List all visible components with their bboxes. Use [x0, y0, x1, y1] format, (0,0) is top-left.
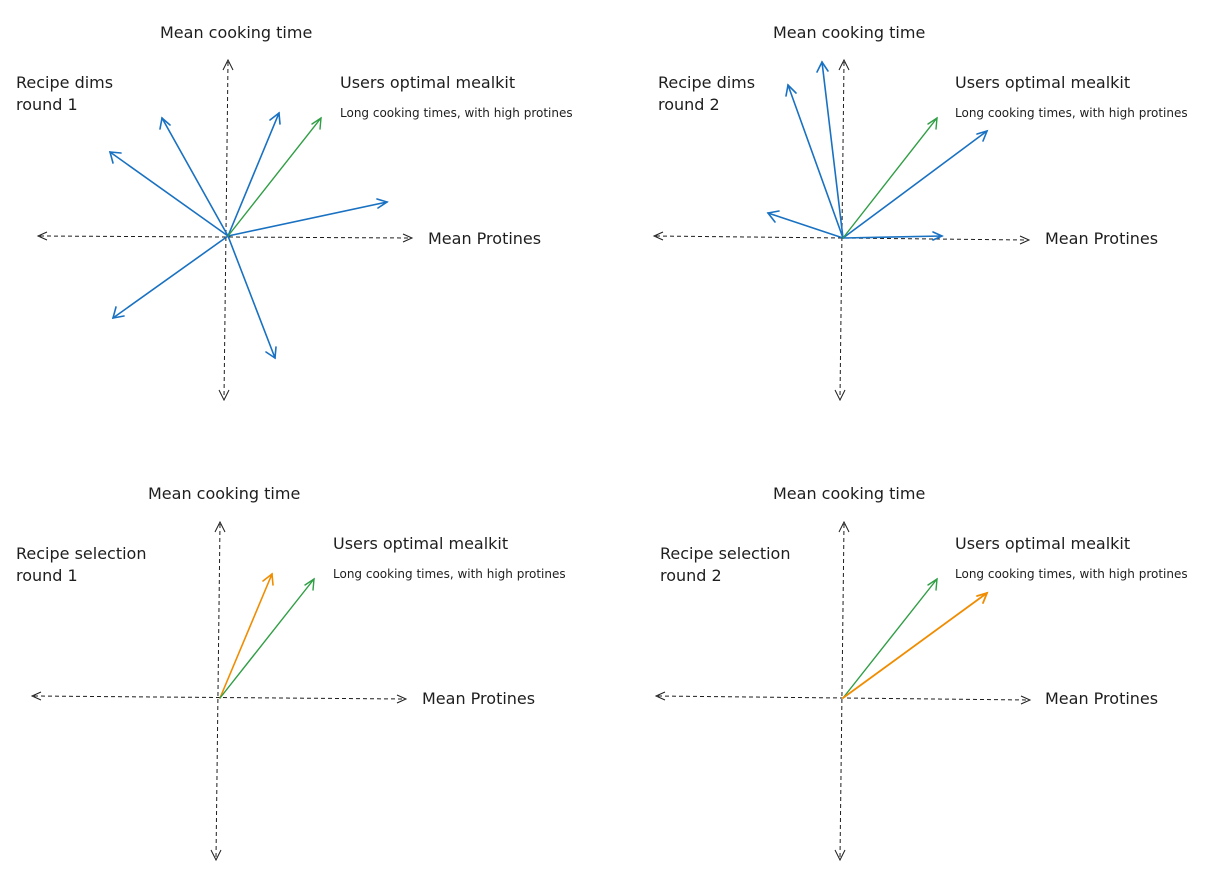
optimal-vector: [227, 116, 322, 237]
x-axis-arrowhead-right: [1019, 235, 1031, 245]
recipe-vector-arrowhead: [269, 111, 281, 125]
axis-arrowheads: [30, 520, 408, 862]
optimal-vector-arrowhead: [304, 577, 315, 591]
selection-vector-arrowhead: [976, 591, 989, 604]
panel-recipe-dims-round-2: [652, 58, 1031, 402]
optimal-vector-line: [842, 117, 938, 239]
optimal-vector-arrowhead: [927, 116, 938, 130]
recipe-vector: [227, 201, 388, 237]
recipe-vector: [842, 235, 943, 239]
optimal-vector-line: [842, 578, 938, 699]
selection-vector: [842, 591, 989, 699]
y-axis-arrowhead-top: [222, 58, 234, 71]
selection-vector-arrowhead: [262, 572, 274, 586]
optimal-mealkit-description: Long cooking times, with high protines: [333, 567, 566, 581]
x-axis-arrowhead-left: [654, 691, 666, 701]
selection-vector-line: [219, 573, 273, 699]
y-axis-label: Mean cooking time: [773, 484, 926, 503]
recipe-vector-arrowhead: [785, 83, 797, 97]
panel-title: Recipe dims round 1: [16, 73, 114, 114]
optimal-mealkit-description: Long cooking times, with high protines: [955, 106, 1188, 120]
y-axis-arrowhead-bottom: [834, 389, 846, 402]
recipe-vector-arrowhead: [376, 198, 389, 209]
recipe-vector-arrowhead: [265, 346, 277, 360]
y-axis: [839, 523, 845, 859]
recipe-vector: [767, 212, 844, 239]
recipe-vector-arrowhead: [159, 116, 171, 130]
y-axis-label: Mean cooking time: [160, 23, 313, 42]
panel-recipe-selection-round-1: [30, 520, 408, 862]
y-axis-arrowhead-top: [838, 520, 850, 533]
recipe-vector: [227, 235, 276, 359]
axis-arrowheads: [654, 520, 1032, 862]
panel-title: Recipe dims round 2: [658, 73, 756, 114]
x-axis-arrowhead-right: [396, 694, 408, 704]
optimal-mealkit-title: Users optimal mealkit: [955, 534, 1131, 553]
x-axis-arrowhead-left: [30, 691, 42, 701]
y-axis-arrowhead-bottom: [218, 389, 230, 402]
axes: [33, 523, 405, 859]
optimal-mealkit-description: Long cooking times, with high protines: [955, 567, 1188, 581]
selection-vector-line: [842, 592, 988, 699]
x-axis-label: Mean Protines: [422, 689, 536, 708]
x-axis-label: Mean Protines: [1045, 229, 1159, 248]
recipe-vector: [109, 151, 229, 237]
recipe-vector-arrowhead: [932, 231, 944, 241]
optimal-mealkit-title: Users optimal mealkit: [340, 73, 516, 92]
optimal-vector-line: [227, 117, 322, 237]
y-axis: [215, 523, 221, 859]
recipe-vector-arrowhead: [976, 129, 989, 142]
x-axis-label: Mean Protines: [428, 229, 542, 248]
y-axis-arrowhead-top: [838, 58, 850, 71]
axes: [39, 61, 411, 399]
optimal-mealkit-description: Long cooking times, with high protines: [340, 106, 573, 120]
x-axis-arrowhead-right: [402, 233, 414, 243]
recipe-vectors: [108, 111, 389, 360]
optimal-vector: [219, 577, 315, 699]
recipe-vector: [787, 84, 844, 239]
optimal-vector: [842, 577, 938, 699]
recipe-vector: [112, 235, 229, 319]
y-axis-arrowhead-bottom: [834, 849, 846, 862]
x-axis-label: Mean Protines: [1045, 689, 1159, 708]
x-axis-arrowhead-left: [36, 231, 48, 241]
recipe-vector: [821, 61, 844, 239]
optimal-vector-arrowhead: [927, 577, 938, 591]
x-axis: [39, 235, 411, 239]
selection-vector: [219, 572, 274, 699]
axis-arrowheads: [36, 58, 414, 402]
recipe-vector-arrowhead: [766, 210, 780, 223]
y-axis-label: Mean cooking time: [773, 23, 926, 42]
optimal-vector-line: [219, 578, 315, 699]
optimal-mealkit-title: Users optimal mealkit: [333, 534, 509, 553]
recipe-vector: [842, 130, 988, 239]
x-axis-arrowhead-left: [652, 231, 664, 241]
recipe-vector: [161, 117, 229, 237]
x-axis: [33, 695, 405, 700]
optimal-vector-arrowhead: [311, 116, 322, 130]
panel-recipe-selection-round-2: [654, 520, 1032, 862]
optimal-vector: [842, 116, 938, 239]
recipe-vectors: [766, 60, 989, 241]
axis-arrowheads: [652, 58, 1031, 402]
panel-title: Recipe selection round 2: [660, 544, 791, 585]
y-axis-label: Mean cooking time: [148, 484, 301, 503]
recipe-vector: [227, 112, 280, 237]
y-axis-arrowhead-top: [214, 520, 226, 533]
y-axis-arrowhead-bottom: [210, 849, 222, 862]
recipe-vector-arrowhead: [111, 306, 125, 320]
panel-title: Recipe selection round 1: [16, 544, 147, 585]
y-axis: [223, 61, 229, 399]
recipe-vector-arrowhead: [108, 151, 122, 164]
recipe-vector-arrowhead: [816, 60, 829, 73]
optimal-mealkit-title: Users optimal mealkit: [955, 73, 1131, 92]
panel-recipe-dims-round-1: [36, 58, 414, 402]
x-axis-arrowhead-right: [1020, 695, 1032, 705]
